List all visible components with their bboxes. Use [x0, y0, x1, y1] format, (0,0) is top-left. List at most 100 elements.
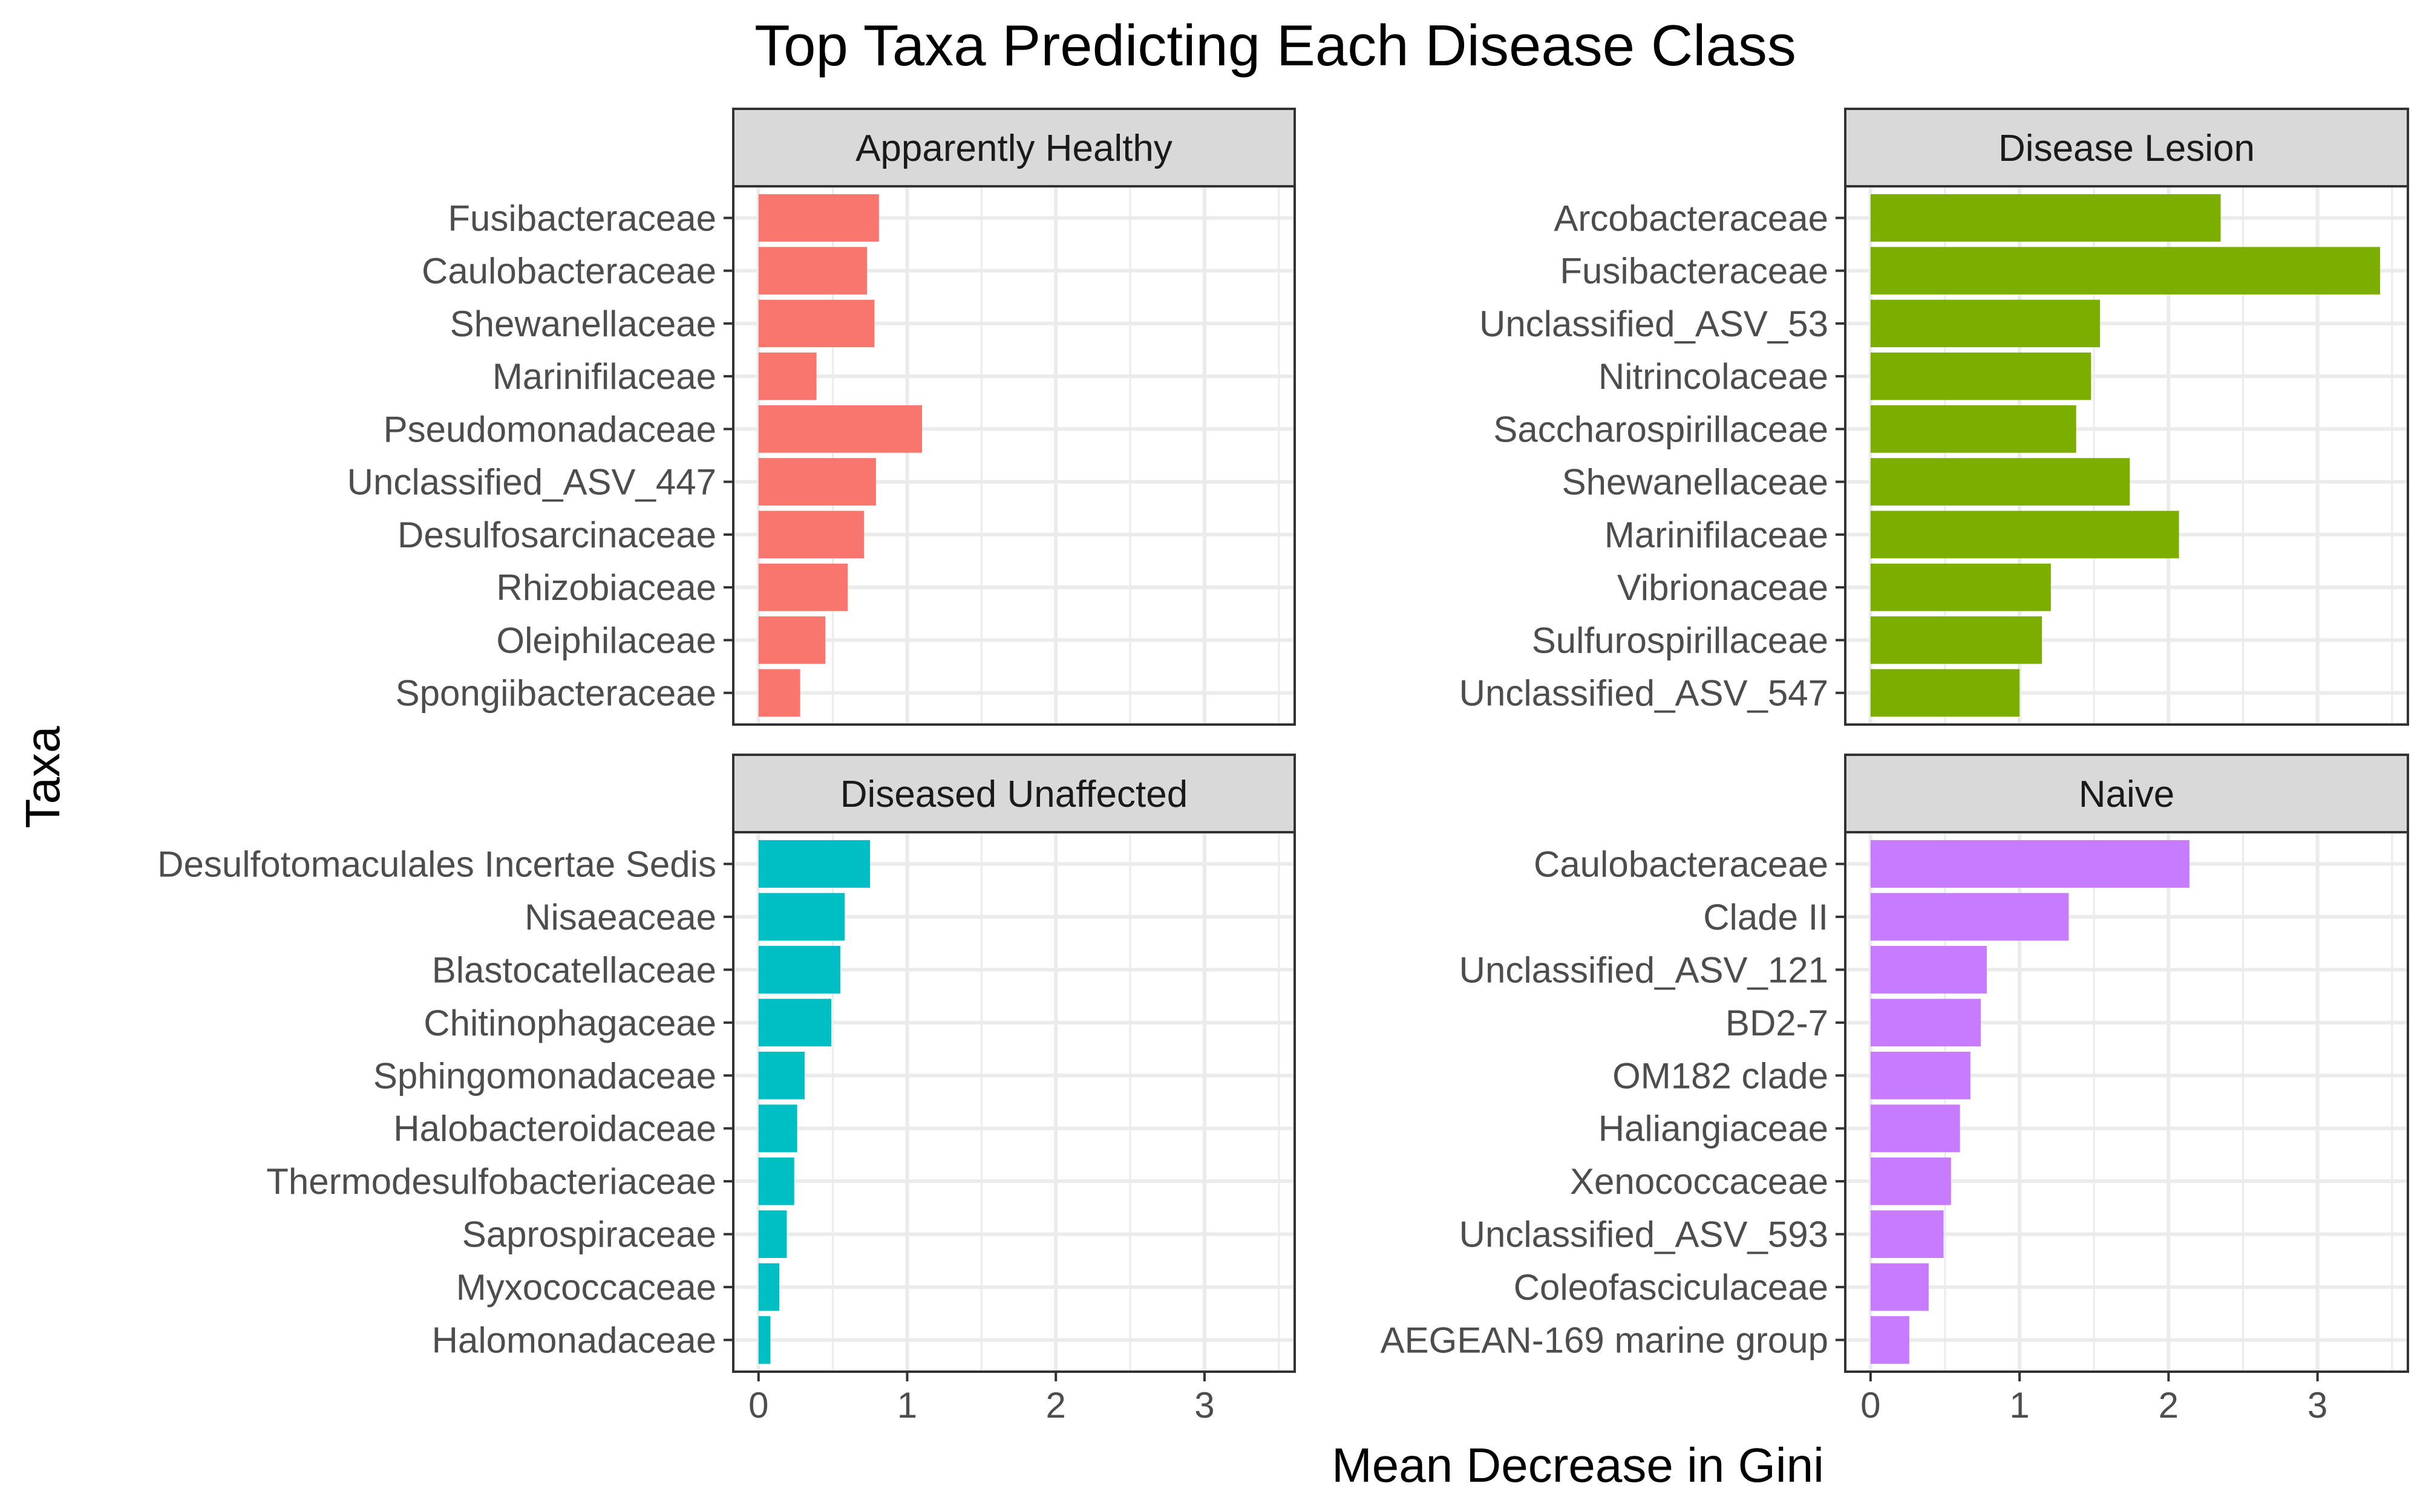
bar: [1870, 1104, 1960, 1153]
panel-border: [1844, 185, 2409, 726]
y-tick-label: Marinifilaceae: [1604, 515, 1828, 555]
y-tick-label: Saprospiraceae: [462, 1214, 716, 1255]
bar: [1870, 1210, 1944, 1258]
y-tick-label: Saccharospirillaceae: [1493, 409, 1828, 449]
facet-strip-label: Disease Lesion: [1998, 128, 2255, 169]
bar: [1870, 999, 1981, 1047]
y-tick-label: Blastocatellaceae: [432, 950, 716, 990]
bar: [1870, 299, 2101, 348]
x-tick-label: 2: [1046, 1385, 1066, 1426]
bar: [1870, 458, 2130, 506]
bar: [1870, 1263, 1929, 1311]
y-tick-label: Caulobacteraceae: [1534, 844, 1828, 884]
y-tick-label: Thermodesulfobacteriaceae: [266, 1161, 716, 1202]
y-tick-label: Shewanellaceae: [1562, 462, 1828, 503]
x-tick-label: 3: [1194, 1385, 1214, 1426]
y-tick-label: Halobacteroidaceae: [393, 1109, 716, 1149]
y-tick-label: Unclassified_ASV_547: [1459, 673, 1828, 714]
bar: [1870, 840, 2189, 888]
bar: [1870, 510, 2179, 559]
bar: [1870, 1316, 1909, 1364]
y-tick-label: Xenococcaceae: [1570, 1161, 1828, 1202]
x-tick-label: 3: [2307, 1385, 2327, 1426]
facet-strip: [732, 754, 1296, 833]
bar: [1870, 946, 1987, 994]
y-tick-label: Chitinophagaceae: [424, 1003, 716, 1043]
facet-panel: Apparently Healthy Fusibacteraceae Cauloba…: [347, 108, 1296, 726]
bar: [758, 840, 871, 888]
x-tick-label: 2: [2159, 1385, 2179, 1426]
y-tick-label: Desulfotomaculales Incertae Sedis: [157, 844, 716, 884]
x-tick-label: 1: [897, 1385, 917, 1426]
facet-strip-label: Diseased Unaffected: [840, 774, 1188, 815]
y-axis-title: Taxa: [16, 726, 70, 828]
bar: [758, 1210, 787, 1258]
y-tick-label: Rhizobiaceae: [496, 567, 716, 608]
x-tick-label: 1: [2009, 1385, 2029, 1426]
y-tick-label: Halomonadaceae: [432, 1320, 716, 1361]
bar: [1870, 352, 2091, 400]
facet-panels: Apparently Healthy Fusibacteraceae Cauloba…: [157, 108, 2409, 1426]
bar: [1870, 1157, 1951, 1205]
y-tick-label: Unclassified_ASV_593: [1459, 1214, 1828, 1255]
panel-border: [732, 185, 1296, 726]
y-tick-label: Vibrionaceae: [1617, 567, 1828, 608]
facet-panel: Naive Caulobacteraceae Clade II Unclassifie…: [1381, 754, 2409, 1426]
bar: [758, 405, 923, 453]
bar: [758, 1104, 797, 1153]
bar: [758, 247, 868, 295]
bar: [1870, 1051, 1970, 1100]
y-tick-label: OM182 clade: [1612, 1055, 1828, 1096]
y-tick-label: Nitrincolaceae: [1598, 356, 1828, 397]
bar: [1870, 563, 2051, 611]
bar: [1870, 194, 2221, 242]
x-tick-label: 0: [748, 1385, 768, 1426]
y-tick-label: Nisaeaceae: [525, 897, 716, 937]
bar: [758, 1316, 771, 1364]
bar: [758, 299, 875, 348]
bar: [758, 1263, 780, 1311]
y-tick-label: Marinifilaceae: [492, 356, 716, 397]
y-tick-label: Clade II: [1703, 897, 1828, 937]
y-tick-label: Arcobacteraceae: [1554, 198, 1828, 238]
facet-panel: Diseased Unaffected Desulfotomaculales In…: [157, 754, 1296, 1426]
panel-border: [732, 831, 1296, 1373]
bar: [758, 1157, 794, 1205]
bar: [758, 352, 817, 400]
bar: [1870, 669, 2020, 717]
x-tick-label: 0: [1860, 1385, 1880, 1426]
bar: [1870, 405, 2076, 453]
x-axis-title: Mean Decrease in Gini: [1332, 1438, 1824, 1492]
y-tick-label: BD2-7: [1725, 1003, 1828, 1043]
y-tick-label: Unclassified_ASV_447: [347, 462, 716, 503]
y-tick-label: Caulobacteraceae: [422, 251, 716, 292]
bar: [1870, 616, 2042, 664]
y-tick-label: Myxococcaceae: [456, 1267, 716, 1308]
facet-panel: Disease Lesion Arcobacteraceae Fusibactera…: [1459, 108, 2409, 726]
bar: [1870, 247, 2381, 295]
bar: [758, 999, 832, 1047]
y-tick-label: Unclassified_ASV_121: [1459, 950, 1828, 990]
bar: [758, 893, 845, 941]
y-tick-label: Oleiphilaceae: [496, 620, 716, 660]
bar: [758, 458, 876, 506]
bar: [758, 563, 848, 611]
facet-strip: [732, 108, 1296, 187]
y-tick-label: Spongiibacteraceae: [396, 673, 716, 714]
facet-strip-label: Apparently Healthy: [855, 128, 1172, 169]
y-tick-label: Fusibacteraceae: [1560, 251, 1828, 292]
y-tick-label: AEGEAN-169 marine group: [1381, 1320, 1828, 1361]
panel-border: [1844, 831, 2409, 1373]
y-tick-label: Unclassified_ASV_53: [1479, 304, 1828, 344]
facet-strip: [1844, 754, 2409, 833]
y-tick-label: Haliangiaceae: [1598, 1109, 1828, 1149]
y-tick-label: Desulfosarcinaceae: [397, 515, 716, 555]
y-tick-label: Shewanellaceae: [450, 304, 716, 344]
bar: [758, 669, 800, 717]
y-tick-label: Fusibacteraceae: [448, 198, 716, 238]
bar: [758, 946, 840, 994]
y-tick-label: Sphingomonadaceae: [373, 1055, 716, 1096]
y-tick-label: Coleofasciculaceae: [1514, 1267, 1828, 1308]
facet-strip-label: Naive: [2079, 774, 2175, 815]
